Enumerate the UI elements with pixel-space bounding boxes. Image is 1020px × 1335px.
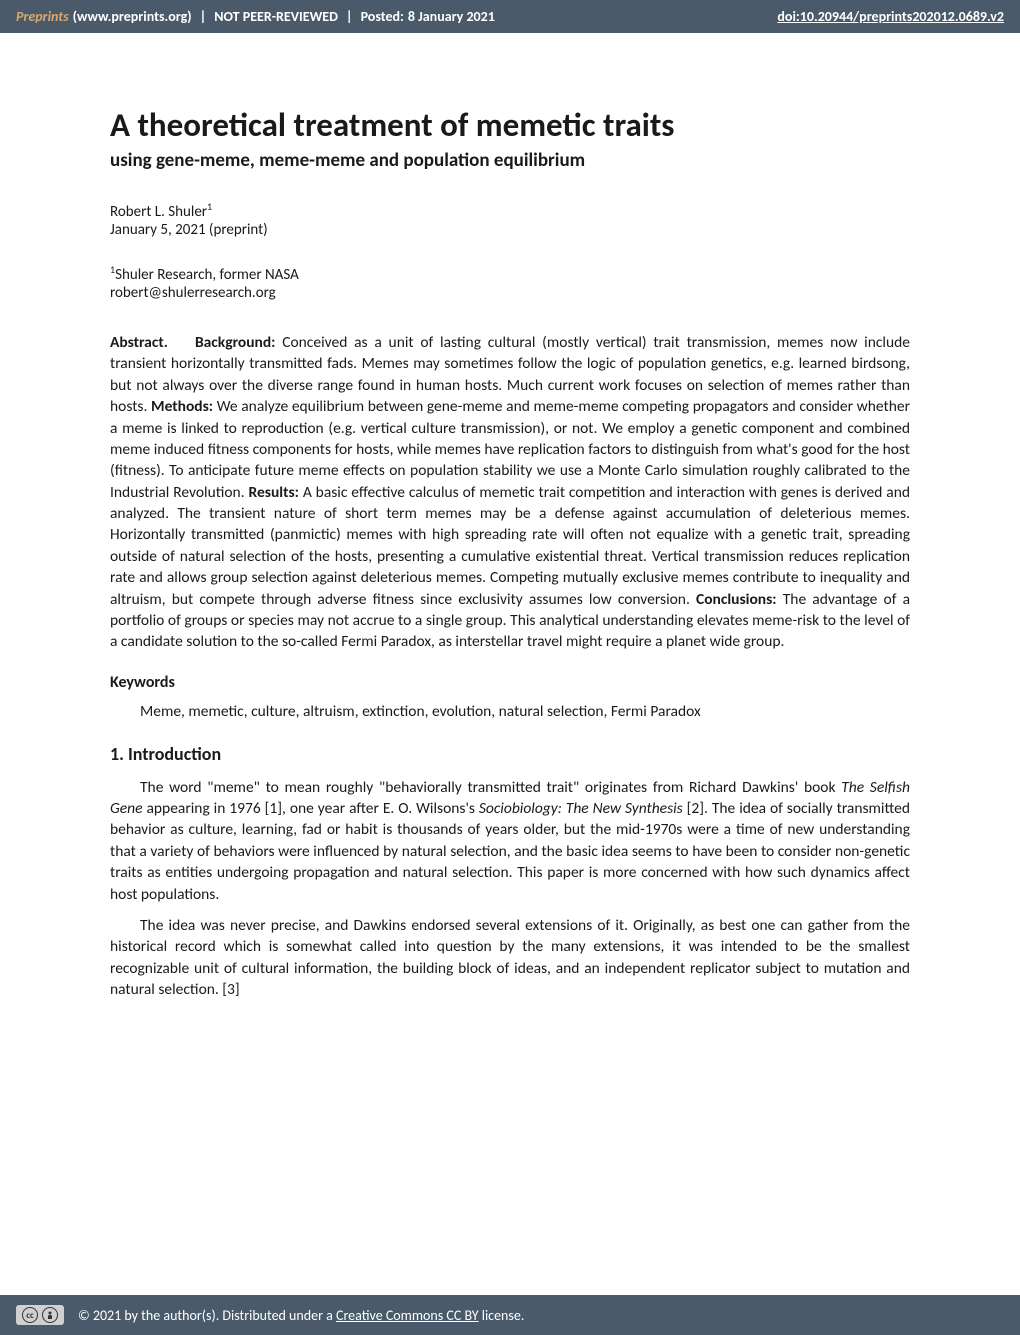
intro-paragraph-1: The word "meme" to mean roughly "behavio… xyxy=(110,777,910,905)
posted-label: Posted: xyxy=(361,8,404,25)
author-line: Robert L. Shuler1 xyxy=(110,200,910,221)
cc-badge[interactable]: cc xyxy=(16,1305,64,1325)
affiliation-line: 1Shuler Research, former NASA xyxy=(110,263,910,284)
header-url: (www.preprints.org) xyxy=(73,8,192,25)
doi-link[interactable]: doi:10.20944/preprints202012.0689.v2 xyxy=(777,8,1004,25)
paper-subtitle: using gene-meme, meme-meme and populatio… xyxy=(110,149,910,172)
license-link[interactable]: Creative Commons CC BY xyxy=(336,1307,479,1324)
abstract-block: Abstract. Background: Conceived as a uni… xyxy=(110,332,910,653)
results-label: Results: xyxy=(249,483,299,502)
conclusions-label: Conclusions: xyxy=(696,590,777,609)
affiliation-text: Shuler Research, former NASA xyxy=(115,266,299,284)
footer-bar: cc © 2021 by the author(s). Distributed … xyxy=(0,1295,1020,1335)
posted-date: 8 January 2021 xyxy=(408,8,495,25)
separator-2: | xyxy=(346,8,353,25)
keywords-heading: Keywords xyxy=(110,673,910,692)
footer-text: © 2021 by the author(s). Distributed und… xyxy=(78,1307,524,1324)
author-sup: 1 xyxy=(207,200,212,213)
background-label: Background: xyxy=(195,333,276,352)
paper-title: A theoretical treatment of memetic trait… xyxy=(110,105,910,145)
copyright-text: © 2021 by the author(s). Distributed und… xyxy=(78,1307,336,1324)
intro-p1-a: The word "meme" to mean roughly "behavio… xyxy=(140,778,841,797)
publication-date: January 5, 2021 (preprint) xyxy=(110,221,910,239)
author-email: robert@shulerresearch.org xyxy=(110,284,910,302)
intro-p1-italic2: Sociobiology: The New Synthesis xyxy=(479,799,683,818)
header-left: Preprints (www.preprints.org) | NOT PEER… xyxy=(16,8,495,25)
keywords-text: Meme, memetic, culture, altruism, extinc… xyxy=(140,702,910,721)
intro-p1-b: appearing in 1976 [1], one year after E.… xyxy=(143,799,479,818)
introduction-heading: 1. Introduction xyxy=(110,743,910,765)
preprints-link[interactable]: Preprints xyxy=(16,8,69,25)
not-reviewed-badge: NOT PEER-REVIEWED xyxy=(214,8,338,25)
separator-1: | xyxy=(200,8,207,25)
header-bar: Preprints (www.preprints.org) | NOT PEER… xyxy=(0,0,1020,33)
intro-paragraph-2: The idea was never precise, and Dawkins … xyxy=(110,915,910,1001)
cc-icon: cc xyxy=(22,1307,38,1323)
methods-label: Methods: xyxy=(151,397,213,416)
abstract-label: Abstract. xyxy=(110,333,168,352)
by-icon xyxy=(42,1307,58,1323)
content-area: A theoretical treatment of memetic trait… xyxy=(0,33,1020,1000)
license-suffix: license. xyxy=(479,1307,525,1324)
author-name: Robert L. Shuler xyxy=(110,203,207,221)
